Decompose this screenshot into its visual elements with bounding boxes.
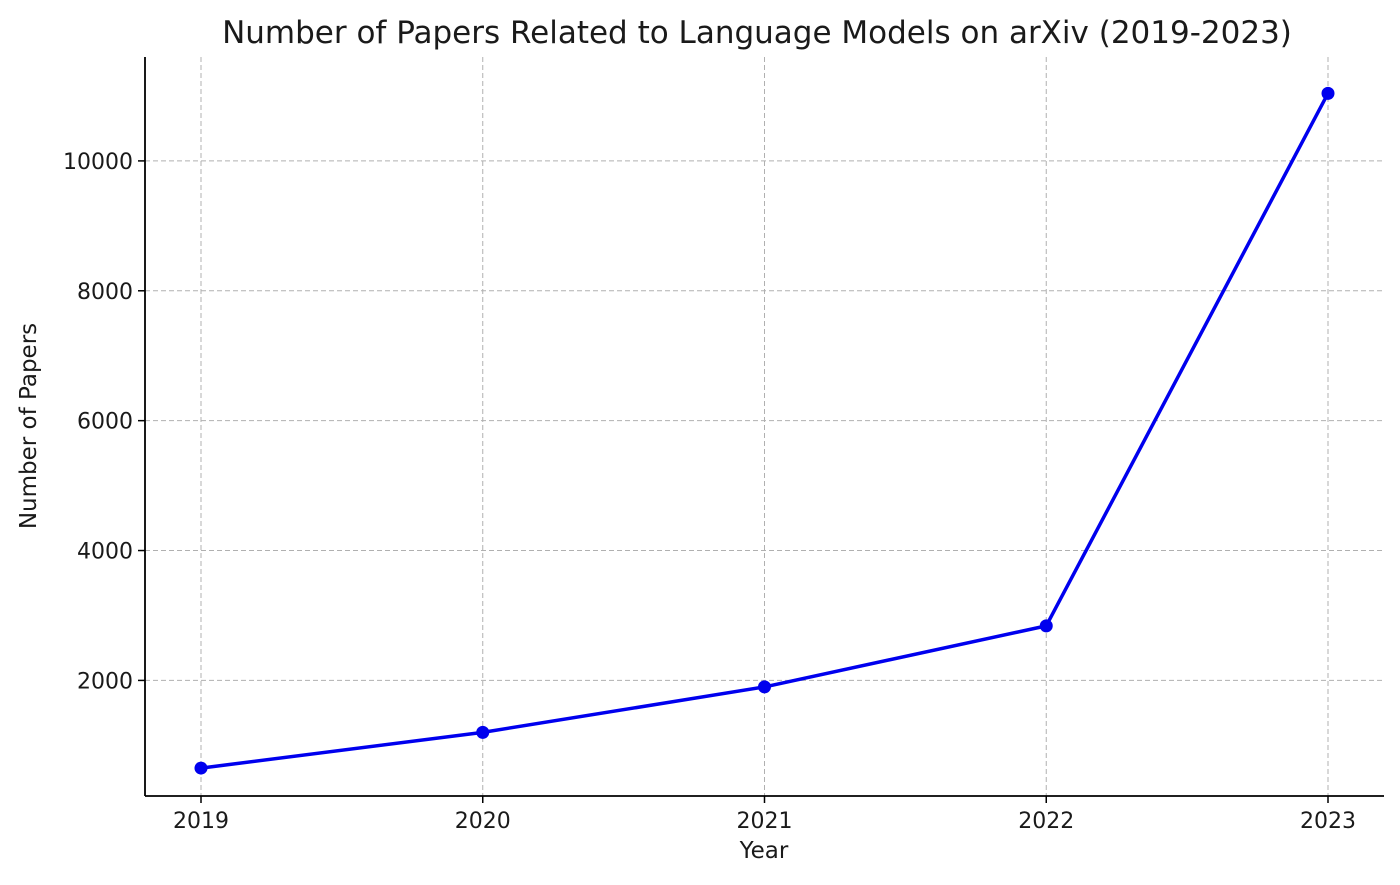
x-tick-label: 2019 xyxy=(173,809,229,834)
ticks: 2019 2020 2021 2022 2023 2000 4000 6000 8000 1000… xyxy=(63,150,1356,834)
x-axis-label: Year xyxy=(739,838,789,864)
y-tick-label: 6000 xyxy=(77,410,133,435)
y-tick-label: 10000 xyxy=(63,150,133,175)
x-tick-label: 2023 xyxy=(1300,809,1356,834)
grid-lines xyxy=(145,57,1384,796)
chart-title: Number of Papers Related to Language Mod… xyxy=(222,15,1292,51)
data-point xyxy=(1321,86,1335,100)
data-point xyxy=(1039,619,1053,633)
y-tick-label: 2000 xyxy=(77,669,133,694)
x-tick-label: 2021 xyxy=(737,809,793,834)
data-point xyxy=(476,725,490,739)
x-tick-label: 2020 xyxy=(455,809,511,834)
x-tick-label: 2022 xyxy=(1018,809,1074,834)
series xyxy=(194,86,1335,775)
data-point xyxy=(194,761,208,775)
y-tick-label: 8000 xyxy=(77,280,133,305)
data-point xyxy=(758,680,771,694)
y-axis-label: Number of Papers xyxy=(16,323,42,529)
y-tick-label: 4000 xyxy=(77,540,133,565)
